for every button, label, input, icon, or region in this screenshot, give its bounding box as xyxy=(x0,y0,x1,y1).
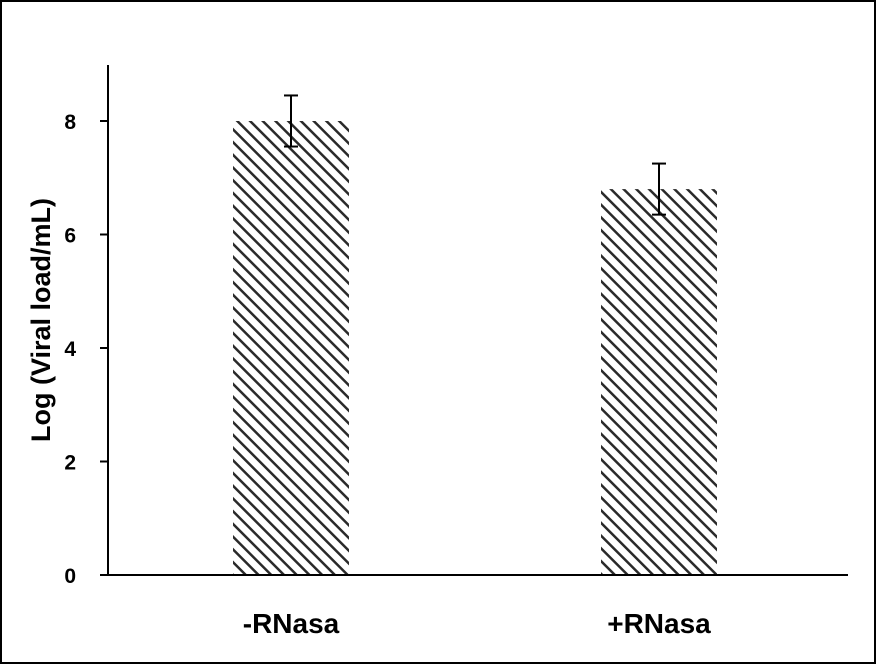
bar-rnasa xyxy=(601,189,717,575)
y-tick-label: 2 xyxy=(64,452,76,475)
y-axis-title: Log (Viral load/mL) xyxy=(26,198,56,442)
bar-rnasa xyxy=(233,121,349,575)
bars-layer xyxy=(233,121,717,575)
y-tick-label: 6 xyxy=(64,225,76,248)
x-tick-label: -RNasa xyxy=(243,608,340,639)
y-tick-label: 8 xyxy=(64,111,76,134)
x-tick-label: +RNasa xyxy=(607,608,711,639)
y-tick-label: 0 xyxy=(64,565,76,588)
error-bar-rnasa xyxy=(652,162,666,216)
y-tick-label: 4 xyxy=(64,338,76,361)
y-ticks-layer: 0 2 4 6 8 xyxy=(64,111,108,588)
error-bar-rnasa xyxy=(284,94,298,148)
x-labels-layer: -RNasa +RNasa xyxy=(243,608,711,639)
error-bars-layer xyxy=(284,94,666,216)
